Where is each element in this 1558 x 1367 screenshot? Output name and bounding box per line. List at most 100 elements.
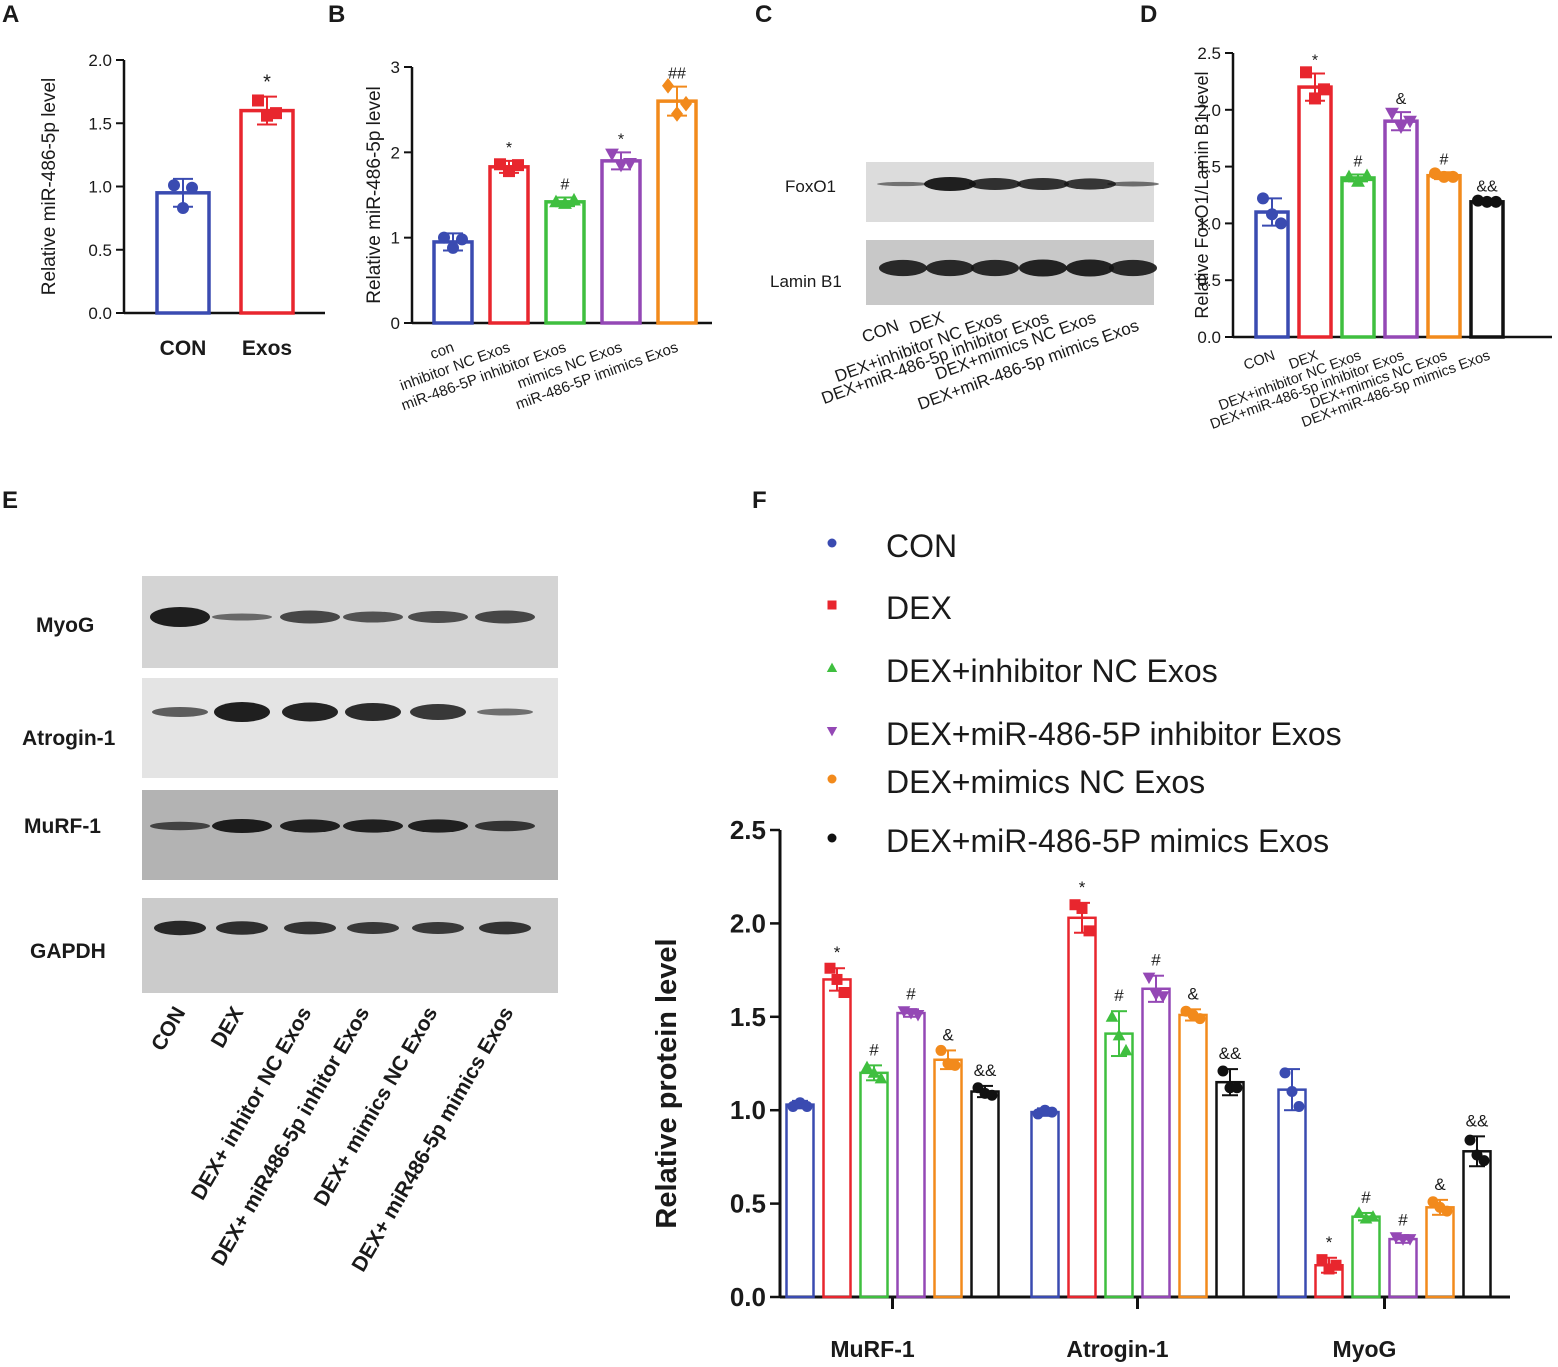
significance-mark: && <box>1466 1111 1489 1130</box>
x-tick-label: CON <box>160 337 207 360</box>
y-axis-label: Relative miR-486-5p level <box>364 86 385 304</box>
y-tick-label: 0.5 <box>730 1189 766 1219</box>
blot-c-lane-label: CON <box>859 316 901 347</box>
significance-mark: * <box>1312 52 1318 69</box>
data-point <box>827 600 837 610</box>
bar <box>1067 916 1097 1299</box>
bar <box>896 1011 926 1299</box>
data-point <box>1286 1086 1298 1098</box>
blot-band <box>282 702 338 722</box>
data-point <box>1323 1263 1335 1275</box>
data-point <box>1156 991 1170 1003</box>
blot-band <box>280 819 340 833</box>
blot-e-lane-label: CON <box>147 1003 190 1055</box>
bar <box>1178 1013 1208 1299</box>
panel-label-f: F <box>752 487 767 514</box>
blot-band <box>410 704 466 720</box>
data-point <box>558 196 572 209</box>
y-tick-label: 0.0 <box>730 1282 766 1312</box>
bar <box>970 1090 1000 1299</box>
y-tick-label: 1 <box>391 229 400 248</box>
bar <box>239 108 295 315</box>
y-tick-label: 1.5 <box>1197 158 1221 177</box>
blot-band <box>969 178 1021 190</box>
blot-band <box>152 707 208 717</box>
panel-label-b: B <box>328 1 345 28</box>
y-tick-label: 3 <box>391 58 400 77</box>
significance-mark: # <box>1151 951 1161 970</box>
bar <box>1104 1032 1134 1299</box>
data-point <box>831 973 843 985</box>
data-point <box>1300 66 1312 79</box>
y-axis-label: Relative protein level <box>651 938 683 1228</box>
data-point <box>1478 1155 1490 1167</box>
blot-e-gapdh-strip <box>142 898 558 993</box>
significance-mark: # <box>561 177 570 194</box>
data-point <box>1472 194 1484 207</box>
data-point <box>1318 83 1330 96</box>
y-tick-label: 1.0 <box>1197 214 1221 233</box>
blot-band <box>1066 259 1114 277</box>
bar <box>1426 173 1462 339</box>
significance-mark: * <box>618 131 624 148</box>
significance-mark: # <box>906 984 916 1003</box>
data-point <box>1351 174 1365 187</box>
bar <box>1388 1237 1418 1299</box>
data-point <box>1069 899 1081 911</box>
data-point <box>874 1071 888 1084</box>
data-point <box>1119 1043 1133 1056</box>
data-point <box>911 1009 925 1022</box>
data-point <box>1441 1205 1453 1217</box>
y-tick-label: 2.5 <box>1197 44 1221 63</box>
western-blot-e: MyoG Atrogin-1 MuRF-1 GAPDH CON DEX DEX+… <box>22 576 558 1276</box>
data-point <box>1360 168 1374 182</box>
data-point <box>1385 107 1399 121</box>
data-point <box>168 179 180 192</box>
blot-band <box>154 920 206 936</box>
legend-label: CON <box>886 528 957 564</box>
blot-band <box>475 820 535 832</box>
y-tick-label: 0.0 <box>1197 328 1221 347</box>
y-tick-label: 2.0 <box>1197 101 1221 120</box>
data-point <box>680 95 692 112</box>
y-tick-label: 0 <box>391 314 400 333</box>
data-point <box>1403 115 1417 129</box>
significance-mark: & <box>1187 984 1199 1003</box>
significance-mark: * <box>1326 1233 1333 1252</box>
x-tick-label: CON <box>1242 348 1278 374</box>
data-point <box>860 1060 874 1073</box>
y-tick-label: 2.5 <box>730 815 766 845</box>
significance-mark: & <box>1434 1175 1446 1194</box>
blot-band <box>971 259 1019 277</box>
blot-band <box>1017 178 1069 190</box>
panel-label-c: C <box>755 1 772 28</box>
data-point <box>456 233 468 246</box>
data-point <box>1112 1028 1126 1041</box>
bar <box>488 165 530 325</box>
y-tick-label: 2.0 <box>88 51 112 70</box>
y-tick-label: 0.5 <box>88 241 112 260</box>
blot-c-foxo1-strip <box>866 162 1154 222</box>
blot-band <box>1107 181 1159 187</box>
data-point <box>1366 1210 1380 1222</box>
significance-mark: && <box>974 1061 997 1080</box>
blot-band <box>347 922 399 934</box>
bar <box>933 1058 963 1299</box>
blot-band <box>924 177 976 191</box>
blot-band <box>479 921 531 935</box>
bar <box>1277 1088 1307 1299</box>
blot-band <box>477 708 533 716</box>
data-point <box>623 158 637 171</box>
data-point <box>1275 217 1287 230</box>
significance-mark: # <box>1440 151 1449 168</box>
blot-band <box>343 819 403 833</box>
data-point <box>662 77 674 94</box>
data-point <box>1257 192 1269 205</box>
significance-mark: # <box>1361 1188 1371 1207</box>
bar <box>1425 1206 1455 1299</box>
panel-label-d: D <box>1140 1 1157 28</box>
bar <box>1030 1110 1060 1299</box>
data-point <box>826 662 838 673</box>
blot-band <box>345 703 401 721</box>
